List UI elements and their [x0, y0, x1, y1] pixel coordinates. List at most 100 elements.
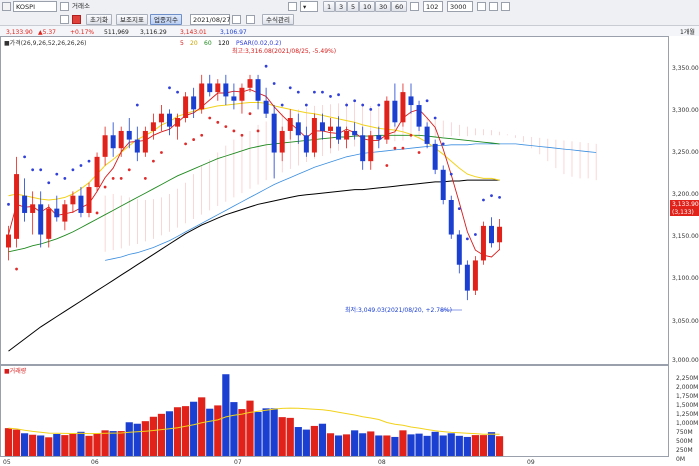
- zoom-out-icon[interactable]: [489, 2, 498, 11]
- drawing-tool-icon[interactable]: [72, 15, 81, 24]
- tick-icon[interactable]: [410, 2, 419, 11]
- calendar-icon[interactable]: [232, 15, 241, 24]
- price-tick-label: 3,350.00: [672, 65, 699, 72]
- chart-type-icon[interactable]: [288, 2, 297, 11]
- candle-body: [94, 156, 100, 188]
- chart-canvas[interactable]: 3,133.90 ▲5.37 +0.17% 511,969 3,116.29 3…: [0, 26, 699, 466]
- candle-body: [432, 143, 438, 170]
- volume-bar: [487, 432, 496, 456]
- candle-body: [303, 135, 309, 153]
- candle-body: [360, 135, 366, 162]
- search-icon[interactable]: [60, 2, 69, 11]
- settings-icon[interactable]: [60, 15, 69, 24]
- formula-button[interactable]: 수식관리: [262, 14, 294, 25]
- psar-dot: [345, 103, 348, 107]
- zoom-in-icon[interactable]: [477, 2, 486, 11]
- open-value: 3,116.29: [140, 29, 167, 36]
- candle-body: [255, 79, 261, 101]
- candle-body: [384, 100, 390, 140]
- psar-dot: [280, 103, 284, 107]
- candle-body: [448, 200, 454, 235]
- symbol-input[interactable]: KOSPI: [13, 1, 57, 12]
- fit-icon[interactable]: [501, 2, 510, 11]
- date-tick-label: 06: [91, 459, 99, 466]
- candle-body: [456, 234, 462, 265]
- psar-dot: [232, 129, 236, 133]
- volume-bar: [471, 435, 479, 456]
- candle-body: [271, 113, 277, 153]
- volume-bar: [45, 437, 53, 456]
- candle-body: [134, 139, 140, 153]
- period-button-5[interactable]: 5: [347, 1, 360, 12]
- volume-bar: [270, 408, 278, 456]
- psar-dot: [288, 86, 292, 90]
- volume-bar: [117, 431, 125, 456]
- price-tick-label: 3,300.00: [672, 107, 699, 114]
- last-price-value: 3,133.90: [6, 29, 33, 36]
- psar-dot: [385, 164, 389, 167]
- volume-bar: [367, 431, 375, 456]
- psar-dot: [15, 267, 18, 271]
- leading-span-line: [105, 143, 597, 261]
- psar-dot: [23, 155, 26, 159]
- psar-dot: [240, 133, 244, 137]
- period-button-3[interactable]: 3: [335, 1, 348, 12]
- candle-body: [489, 225, 494, 244]
- date-tick-label: 08: [378, 459, 386, 466]
- psar-dot: [329, 95, 332, 98]
- volume-bar: [302, 429, 310, 456]
- period-select[interactable]: ▾: [300, 1, 318, 12]
- candle-body: [215, 83, 221, 93]
- candle-body: [368, 135, 374, 162]
- psar-dot: [441, 142, 445, 146]
- psar-dot: [39, 168, 43, 172]
- period-button-30[interactable]: 30: [375, 1, 392, 12]
- price-tick-label: 3,150.00: [672, 233, 699, 240]
- volume-tick-label: 1,250M: [676, 411, 698, 418]
- volume-tick-label: 0M: [676, 456, 685, 463]
- change-value: ▲5.37: [38, 29, 56, 36]
- volume-bar: [375, 435, 383, 456]
- menu-icon[interactable]: [2, 2, 11, 11]
- volume-bar: [101, 430, 109, 456]
- candle-body: [336, 126, 342, 140]
- psar-dot: [264, 64, 268, 68]
- volume-bar: [93, 433, 101, 456]
- volume-bar: [21, 433, 29, 456]
- period-button-1[interactable]: 1: [323, 1, 336, 12]
- psar-dot: [272, 82, 276, 85]
- candle-body: [480, 225, 486, 261]
- psar-dot: [313, 90, 316, 94]
- psar-dot: [321, 90, 324, 94]
- psar-dot: [31, 168, 35, 172]
- psar-dot: [361, 103, 365, 107]
- date-input[interactable]: 2021/08/27: [190, 14, 230, 25]
- candle-body: [239, 87, 245, 101]
- count-input[interactable]: 102: [423, 1, 443, 12]
- sector-index-button[interactable]: 업종지수: [150, 14, 182, 25]
- psar-dot: [377, 103, 381, 107]
- aux-indicator-button[interactable]: 보조지표: [116, 14, 148, 25]
- period-button-60[interactable]: 60: [391, 1, 408, 12]
- candle-body: [295, 122, 301, 136]
- range-label[interactable]: 1개월: [680, 28, 695, 36]
- psar-dot: [369, 107, 373, 111]
- reset-button[interactable]: 초기화: [86, 14, 112, 25]
- total-input[interactable]: 3000: [447, 1, 473, 12]
- candle-body: [408, 96, 414, 106]
- candle-body: [62, 204, 68, 222]
- period-button-10[interactable]: 10: [359, 1, 376, 12]
- candle-body: [70, 195, 76, 205]
- price-tick-label: 3,200.00: [672, 191, 699, 198]
- chart-toolbar: KOSPI 거래소 ▾ 1 3 5 10 30 60 102 3000 초기화 …: [0, 0, 699, 26]
- ma60-line: [8, 134, 500, 253]
- candle-body: [175, 118, 181, 127]
- candle-body: [392, 100, 398, 123]
- psar-dot: [79, 164, 83, 167]
- psar-dot: [337, 93, 340, 97]
- psar-dot: [111, 177, 115, 180]
- candle-body: [150, 122, 156, 131]
- psar-dot: [498, 196, 501, 199]
- candle-body: [223, 83, 229, 97]
- scroll-left-icon[interactable]: [246, 15, 255, 24]
